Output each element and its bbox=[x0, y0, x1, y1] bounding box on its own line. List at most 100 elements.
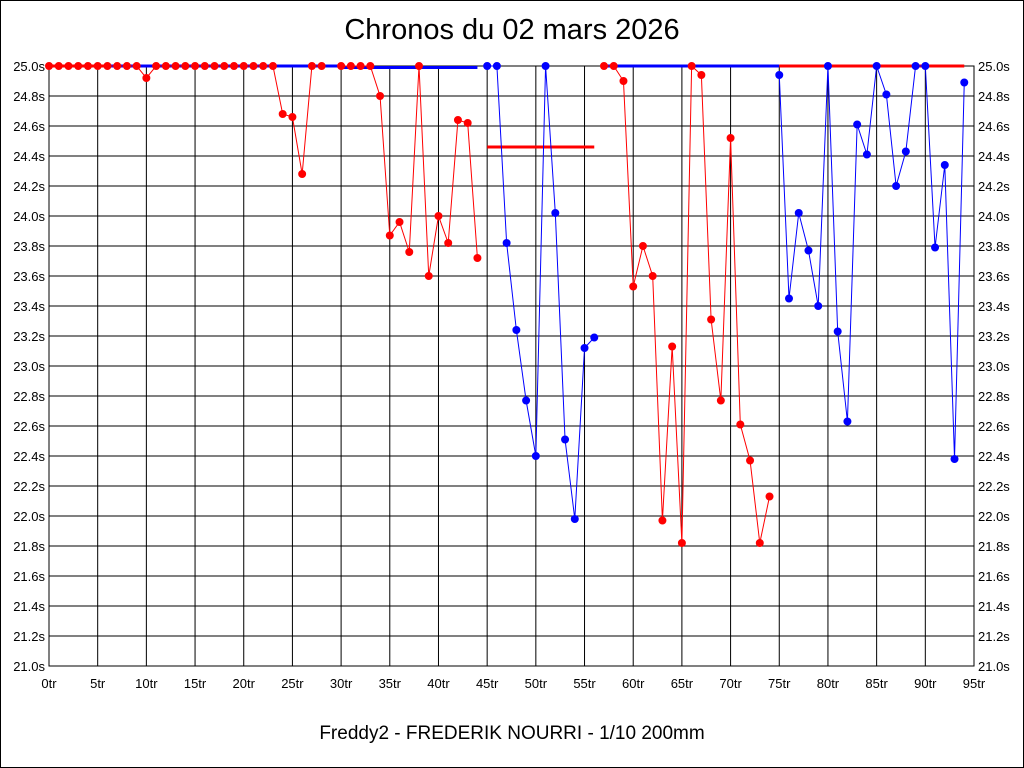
x-tick-label: 40tr bbox=[427, 676, 450, 691]
y-tick-label-right: 22.6s bbox=[978, 419, 1010, 434]
y-tick-label-left: 22.8s bbox=[13, 389, 45, 404]
data-point bbox=[93, 62, 102, 70]
data-point bbox=[931, 243, 940, 252]
data-point bbox=[268, 62, 277, 70]
data-point bbox=[833, 327, 842, 336]
y-tick-label-right: 21.6s bbox=[978, 569, 1010, 584]
data-point bbox=[755, 539, 764, 547]
x-tick-label: 75tr bbox=[768, 676, 791, 691]
data-point bbox=[638, 242, 647, 250]
y-tick-label-right: 24.8s bbox=[978, 89, 1010, 104]
data-point bbox=[385, 231, 394, 240]
data-point bbox=[960, 78, 969, 87]
y-tick-label-right: 21.4s bbox=[978, 599, 1010, 614]
data-point bbox=[492, 62, 501, 70]
data-point bbox=[424, 272, 433, 280]
y-tick-label-right: 22.0s bbox=[978, 509, 1010, 524]
y-tick-label-right: 25.0s bbox=[978, 59, 1010, 74]
x-tick-label: 70tr bbox=[719, 676, 742, 691]
y-tick-label-right: 23.0s bbox=[978, 359, 1010, 374]
x-tick-label: 0tr bbox=[41, 676, 57, 691]
y-tick-label-right: 23.2s bbox=[978, 329, 1010, 344]
x-tick-label: 25tr bbox=[281, 676, 304, 691]
data-point bbox=[950, 455, 959, 463]
data-point bbox=[113, 62, 122, 70]
series-line bbox=[604, 64, 771, 544]
y-tick-label-right: 24.0s bbox=[978, 209, 1010, 224]
data-point bbox=[687, 62, 696, 70]
x-tick-label: 90tr bbox=[914, 676, 937, 691]
data-point bbox=[259, 62, 268, 70]
y-tick-label-right: 23.8s bbox=[978, 239, 1010, 254]
x-tick-label: 85tr bbox=[865, 676, 888, 691]
data-point bbox=[346, 62, 355, 70]
y-tick-label-left: 23.8s bbox=[13, 239, 45, 254]
y-tick-label-left: 21.8s bbox=[13, 539, 45, 554]
x-tick-label: 45tr bbox=[476, 676, 499, 691]
y-tick-label-left: 24.8s bbox=[13, 89, 45, 104]
x-tick-label: 20tr bbox=[233, 676, 256, 691]
x-tick-label: 65tr bbox=[671, 676, 694, 691]
data-point bbox=[921, 62, 930, 70]
chart-title: Chronos du 02 mars 2026 bbox=[344, 14, 680, 46]
data-point bbox=[823, 62, 832, 70]
data-point bbox=[161, 62, 170, 70]
y-tick-label-left: 24.2s bbox=[13, 179, 45, 194]
data-point bbox=[230, 62, 238, 70]
data-point bbox=[775, 71, 784, 79]
data-point bbox=[278, 110, 287, 118]
data-point bbox=[648, 272, 657, 280]
data-point bbox=[677, 539, 686, 547]
data-point bbox=[298, 170, 307, 178]
data-point bbox=[483, 62, 492, 70]
data-point bbox=[502, 239, 511, 247]
y-tick-label-right: 23.6s bbox=[978, 269, 1010, 284]
y-tick-label-left: 22.4s bbox=[13, 449, 45, 464]
data-point bbox=[415, 62, 423, 70]
data-point bbox=[541, 62, 550, 70]
y-tick-label-left: 22.6s bbox=[13, 419, 45, 434]
data-point bbox=[911, 62, 920, 70]
y-tick-label-left: 21.2s bbox=[13, 629, 45, 644]
data-point bbox=[64, 62, 73, 70]
plot-border bbox=[48, 65, 975, 667]
data-point bbox=[171, 62, 180, 70]
y-tick-label-right: 24.2s bbox=[978, 179, 1010, 194]
data-point bbox=[590, 333, 599, 342]
data-point bbox=[512, 326, 521, 334]
data-point bbox=[853, 120, 862, 129]
series-line bbox=[341, 65, 478, 277]
data-point bbox=[288, 113, 297, 121]
series-line bbox=[778, 65, 965, 460]
data-point bbox=[794, 209, 803, 217]
data-point bbox=[473, 254, 482, 262]
y-tick-label-right: 22.2s bbox=[978, 479, 1010, 494]
data-point bbox=[220, 62, 229, 70]
data-point bbox=[376, 92, 385, 100]
x-tick-label: 80tr bbox=[817, 676, 840, 691]
data-point bbox=[142, 74, 151, 82]
x-tick-label: 35tr bbox=[379, 676, 402, 691]
data-point bbox=[726, 134, 735, 142]
y-tick-label-left: 23.4s bbox=[13, 299, 45, 314]
data-point bbox=[434, 212, 443, 220]
data-point bbox=[152, 62, 161, 70]
y-tick-label-left: 21.0s bbox=[13, 659, 45, 674]
data-point bbox=[882, 90, 891, 99]
data-point bbox=[210, 62, 219, 70]
data-point bbox=[785, 294, 793, 303]
data-point bbox=[45, 62, 53, 70]
data-point bbox=[843, 417, 852, 426]
data-point bbox=[716, 396, 725, 405]
series-line bbox=[107, 65, 322, 175]
y-tick-label-left: 24.4s bbox=[13, 149, 45, 164]
data-point bbox=[54, 62, 63, 70]
data-point bbox=[814, 302, 823, 310]
data-point bbox=[356, 62, 365, 70]
data-point bbox=[191, 62, 200, 70]
y-tick-label-left: 24.0s bbox=[13, 209, 45, 224]
y-tick-label-left: 23.0s bbox=[13, 359, 45, 374]
data-point bbox=[531, 452, 540, 460]
data-point bbox=[337, 62, 346, 70]
